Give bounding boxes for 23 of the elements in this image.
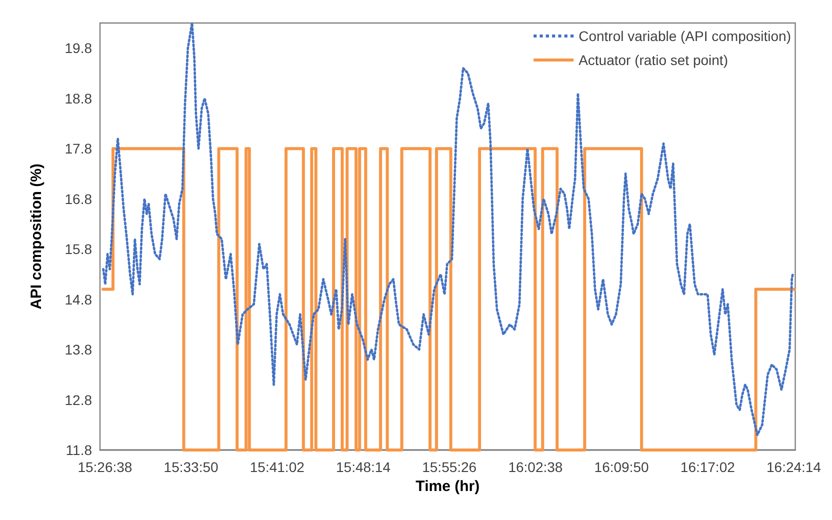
x-tick-label: 15:55:26 <box>422 459 477 475</box>
y-axis-title: API composition (%) <box>28 164 45 310</box>
x-tick-label: 15:26:38 <box>78 459 132 475</box>
x-tick-label: 15:48:14 <box>336 459 391 475</box>
x-tick-label: 15:41:02 <box>250 459 305 475</box>
y-tick-label: 17.8 <box>64 140 92 157</box>
y-tick-label: 11.8 <box>66 442 92 458</box>
legend-label: Actuator (ratio set point) <box>578 52 728 68</box>
x-axis-title: Time (hr) <box>416 478 480 495</box>
x-tick-label: 16:17:02 <box>680 459 736 475</box>
line-series <box>102 22 794 436</box>
y-tick-label: 13.8 <box>64 342 92 358</box>
y-tick-label: 15.8 <box>64 241 92 258</box>
y-tick-label: 12.8 <box>64 392 92 408</box>
y-tick-label: 18.8 <box>64 90 92 106</box>
y-tick-label: 16.8 <box>64 190 92 207</box>
y-tick-label: 14.8 <box>64 291 92 308</box>
y-tick-label: 19.8 <box>64 40 92 56</box>
x-tick-label: 16:02:38 <box>508 459 563 475</box>
x-tick-label: 16:09:50 <box>594 459 650 475</box>
x-tick-label: 15:33:50 <box>164 459 219 475</box>
x-tick-label: 16:24:14 <box>766 459 822 475</box>
legend-label: Control variable (API composition) <box>578 28 791 44</box>
